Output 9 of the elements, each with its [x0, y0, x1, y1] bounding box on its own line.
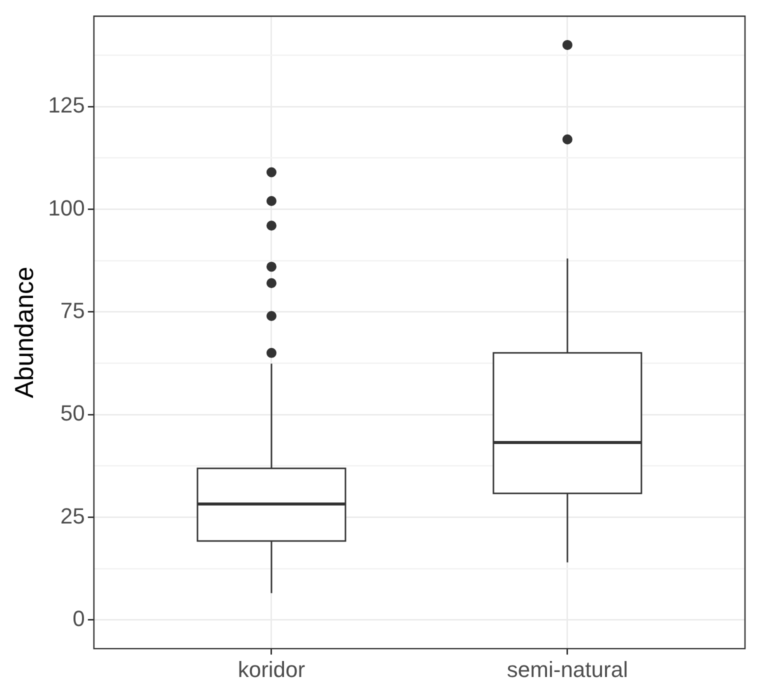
x-tick-label: semi-natural — [506, 656, 628, 682]
y-tick-label: 50 — [60, 400, 85, 426]
y-tick-label: 125 — [48, 92, 85, 118]
y-tick-label: 25 — [60, 503, 85, 528]
y-axis-title: Abundance — [8, 266, 39, 398]
y-tick-label: 75 — [60, 298, 85, 323]
x-tick-label: koridor — [238, 656, 306, 682]
y-tick-label: 0 — [72, 606, 85, 631]
y-tick-label: 100 — [48, 195, 85, 220]
